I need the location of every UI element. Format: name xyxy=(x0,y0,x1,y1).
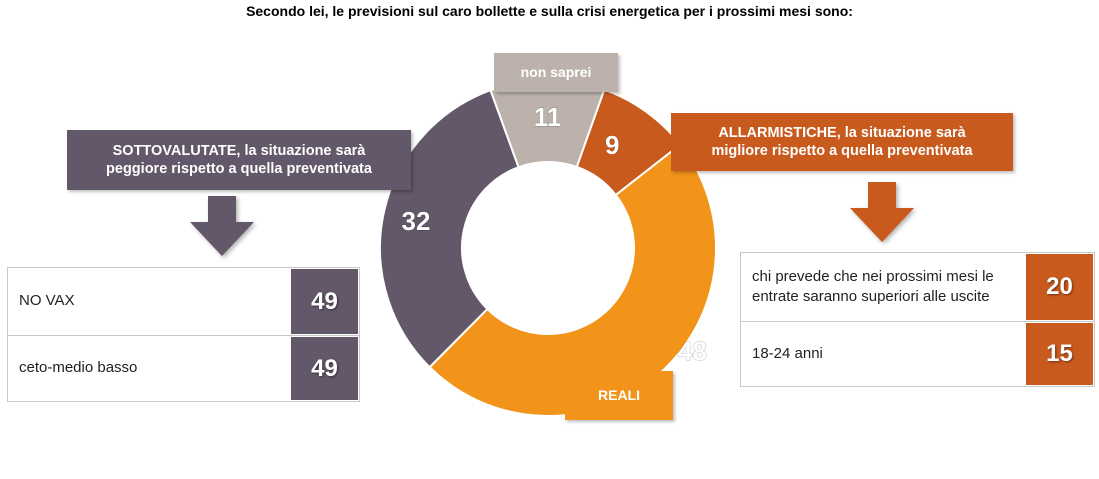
callout-reali: REALI xyxy=(565,371,673,420)
left-profile-table: NO VAX 49 ceto-medio basso 49 xyxy=(7,267,360,402)
row-label-line1: chi prevede che nei prossimi mesi le xyxy=(752,267,994,285)
callout-sottovalutate: SOTTOVALUTATE, la situazione sarà peggio… xyxy=(67,130,411,190)
callout-allarmistiche-line2: migliore rispetto a quella preventivata xyxy=(711,143,973,159)
donut-value-label: 11 xyxy=(534,102,562,132)
callout-non-saprei: non saprei xyxy=(494,53,618,92)
row-label-line1: 18-24 anni xyxy=(752,344,823,362)
divider xyxy=(8,335,359,336)
callout-sottovalutate-line2: peggiore rispetto a quella preventivata xyxy=(106,161,372,177)
donut-value-label: 48 xyxy=(678,336,707,366)
chart-title: Secondo lei, le previsioni sul caro boll… xyxy=(246,3,853,19)
callout-allarmistiche: ALLARMISTICHE, la situazione sarà miglio… xyxy=(671,113,1013,171)
table-row: NO VAX 49 xyxy=(8,268,359,335)
row-value: 49 xyxy=(291,269,358,334)
down-arrow-left-icon xyxy=(190,196,254,256)
callout-allarmistiche-line1: ALLARMISTICHE, la situazione sarà xyxy=(718,124,966,141)
callout-sottovalutate-line1: SOTTOVALUTATE, la situazione sarà xyxy=(112,142,366,159)
row-value: 15 xyxy=(1026,323,1093,385)
divider xyxy=(741,321,1094,322)
row-value: 49 xyxy=(291,337,358,400)
table-row: 18-24 anni 15 xyxy=(741,322,1094,386)
row-label: 18-24 anni xyxy=(741,322,1025,386)
row-label: NO VAX xyxy=(19,292,75,310)
table-row: ceto-medio basso 49 xyxy=(8,336,359,401)
row-value: 20 xyxy=(1026,254,1093,320)
donut-value-label: 9 xyxy=(605,130,619,160)
donut-value-label: 32 xyxy=(401,206,430,236)
row-label-line2: entrate saranno superiori alle uscite xyxy=(752,288,990,305)
row-label: chi prevede che nei prossimi mesi le ent… xyxy=(741,253,1025,321)
table-row: chi prevede che nei prossimi mesi le ent… xyxy=(741,253,1094,321)
down-arrow-right-icon xyxy=(850,182,914,242)
right-profile-table: chi prevede che nei prossimi mesi le ent… xyxy=(740,252,1095,387)
donut-slice-48 xyxy=(428,143,717,417)
donut-slice-32 xyxy=(379,88,520,369)
row-label: ceto-medio basso xyxy=(19,359,138,377)
